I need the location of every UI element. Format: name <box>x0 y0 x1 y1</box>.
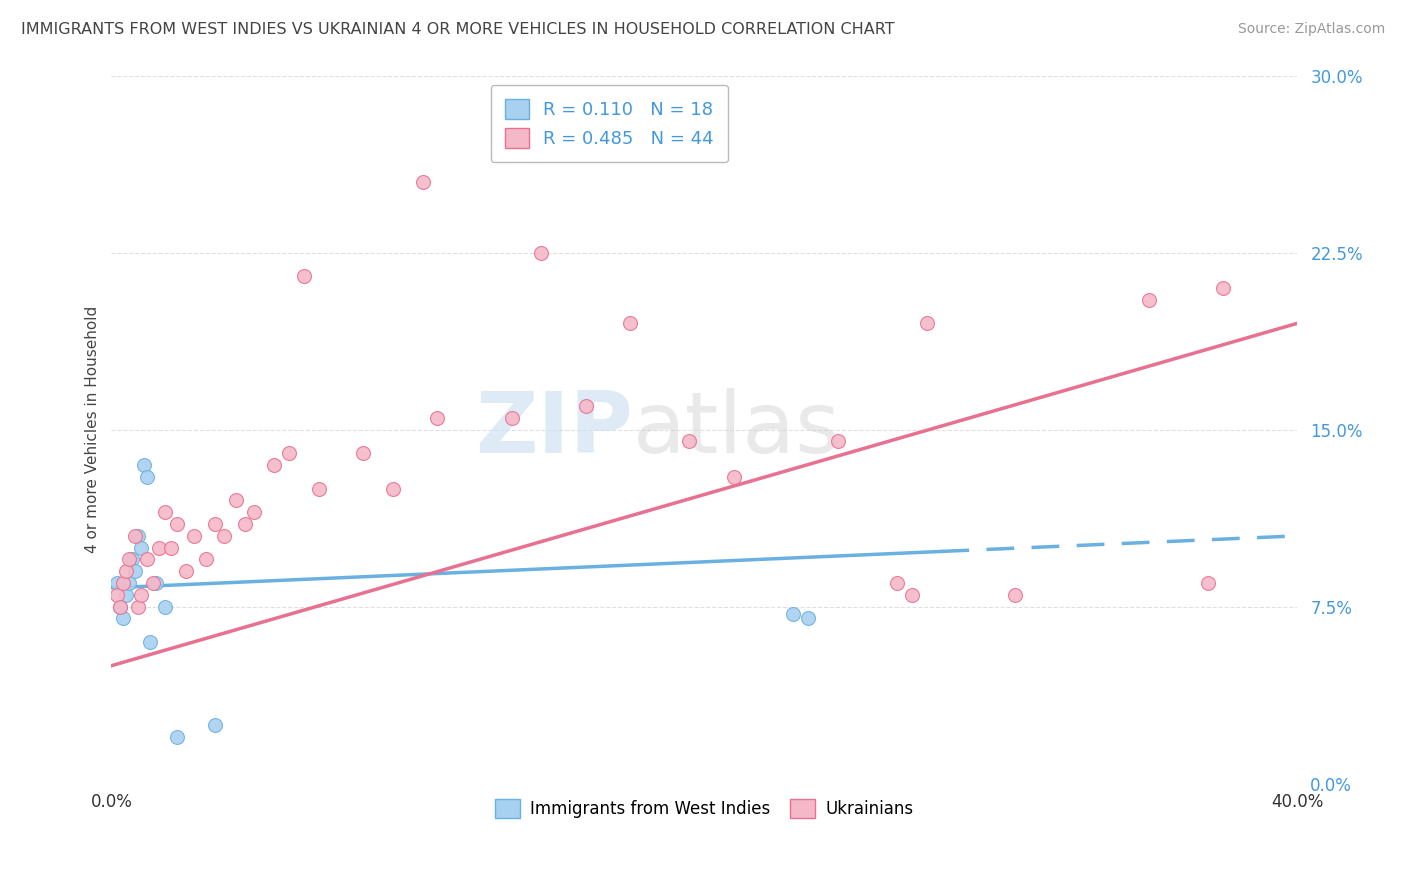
Point <box>139 635 162 649</box>
Text: Source: ZipAtlas.com: Source: ZipAtlas.com <box>1237 22 1385 37</box>
Point <box>112 611 135 625</box>
Point <box>195 552 218 566</box>
Point <box>121 552 143 566</box>
Point <box>183 529 205 543</box>
Point <box>127 599 149 614</box>
Point <box>263 458 285 472</box>
Point <box>166 517 188 532</box>
Point <box>145 576 167 591</box>
Point <box>132 458 155 472</box>
Point <box>136 470 159 484</box>
Point <box>278 446 301 460</box>
Point <box>129 541 152 555</box>
Point <box>1004 588 1026 602</box>
Point <box>797 611 820 625</box>
Point <box>1137 293 1160 307</box>
Point <box>782 607 804 621</box>
Point <box>1212 281 1234 295</box>
Point <box>723 470 745 484</box>
Point <box>308 482 330 496</box>
Point <box>142 576 165 591</box>
Point <box>105 588 128 602</box>
Point <box>129 588 152 602</box>
Point <box>915 317 938 331</box>
Point <box>426 410 449 425</box>
Point <box>575 399 598 413</box>
Point <box>292 269 315 284</box>
Point <box>115 588 138 602</box>
Text: IMMIGRANTS FROM WEST INDIES VS UKRAINIAN 4 OR MORE VEHICLES IN HOUSEHOLD CORRELA: IMMIGRANTS FROM WEST INDIES VS UKRAINIAN… <box>21 22 894 37</box>
Point <box>886 576 908 591</box>
Point <box>127 529 149 543</box>
Point <box>153 599 176 614</box>
Point <box>204 517 226 532</box>
Text: ZIP: ZIP <box>475 388 633 471</box>
Point <box>110 599 132 614</box>
Y-axis label: 4 or more Vehicles in Household: 4 or more Vehicles in Household <box>86 306 100 553</box>
Point <box>166 730 188 744</box>
Point <box>352 446 374 460</box>
Point <box>900 588 922 602</box>
Point <box>619 317 641 331</box>
Point <box>148 541 170 555</box>
Point <box>827 434 849 449</box>
Point <box>242 505 264 519</box>
Point <box>225 493 247 508</box>
Point <box>124 564 146 578</box>
Point <box>530 245 553 260</box>
Text: atlas: atlas <box>633 388 841 471</box>
Point <box>382 482 405 496</box>
Point <box>212 529 235 543</box>
Legend: Immigrants from West Indies, Ukrainians: Immigrants from West Indies, Ukrainians <box>488 792 920 825</box>
Point <box>159 541 181 555</box>
Point <box>174 564 197 578</box>
Point <box>153 505 176 519</box>
Point <box>412 175 434 189</box>
Point <box>115 564 138 578</box>
Point <box>1197 576 1219 591</box>
Point <box>112 576 135 591</box>
Point <box>105 576 128 591</box>
Point <box>118 552 141 566</box>
Point <box>204 717 226 731</box>
Point <box>110 599 132 614</box>
Point <box>118 576 141 591</box>
Point <box>136 552 159 566</box>
Point <box>124 529 146 543</box>
Point <box>233 517 256 532</box>
Point <box>501 410 523 425</box>
Point <box>678 434 700 449</box>
